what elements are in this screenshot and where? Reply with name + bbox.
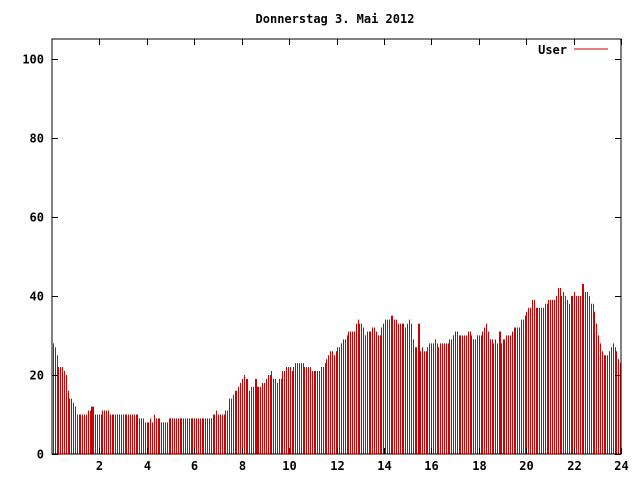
x-tick-label: 2 (96, 459, 103, 473)
x-tick-label: 20 (519, 459, 533, 473)
x-tick-label: 8 (239, 459, 246, 473)
x-tick-label: 10 (282, 459, 296, 473)
plot-frame (51, 38, 622, 455)
bar-series (53, 284, 621, 454)
y-axis: 0 20 40 60 80 100 (22, 53, 621, 462)
x-tick-label: 6 (191, 459, 198, 473)
marker-series (92, 291, 584, 454)
y-tick-label: 100 (22, 53, 44, 67)
chart-title: Donnerstag 3. Mai 2012 (256, 12, 415, 26)
x-tick-label: 4 (144, 459, 151, 473)
x-tick-label: 12 (330, 459, 344, 473)
y-tick-label: 40 (30, 290, 44, 304)
y-tick-label: 0 (37, 448, 44, 462)
legend: User (538, 43, 608, 57)
x-tick-label: 14 (377, 459, 391, 473)
y-tick-label: 20 (30, 369, 44, 383)
x-tick-label: 16 (424, 459, 438, 473)
x-axis: 2 4 6 8 10 12 14 16 18 20 22 24 (96, 39, 629, 473)
legend-label: User (538, 43, 567, 57)
y-tick-label: 60 (30, 211, 44, 225)
x-tick-label: 18 (472, 459, 486, 473)
x-tick-label: 22 (567, 459, 581, 473)
x-tick-label: 24 (614, 459, 628, 473)
y-tick-label: 80 (30, 132, 44, 146)
